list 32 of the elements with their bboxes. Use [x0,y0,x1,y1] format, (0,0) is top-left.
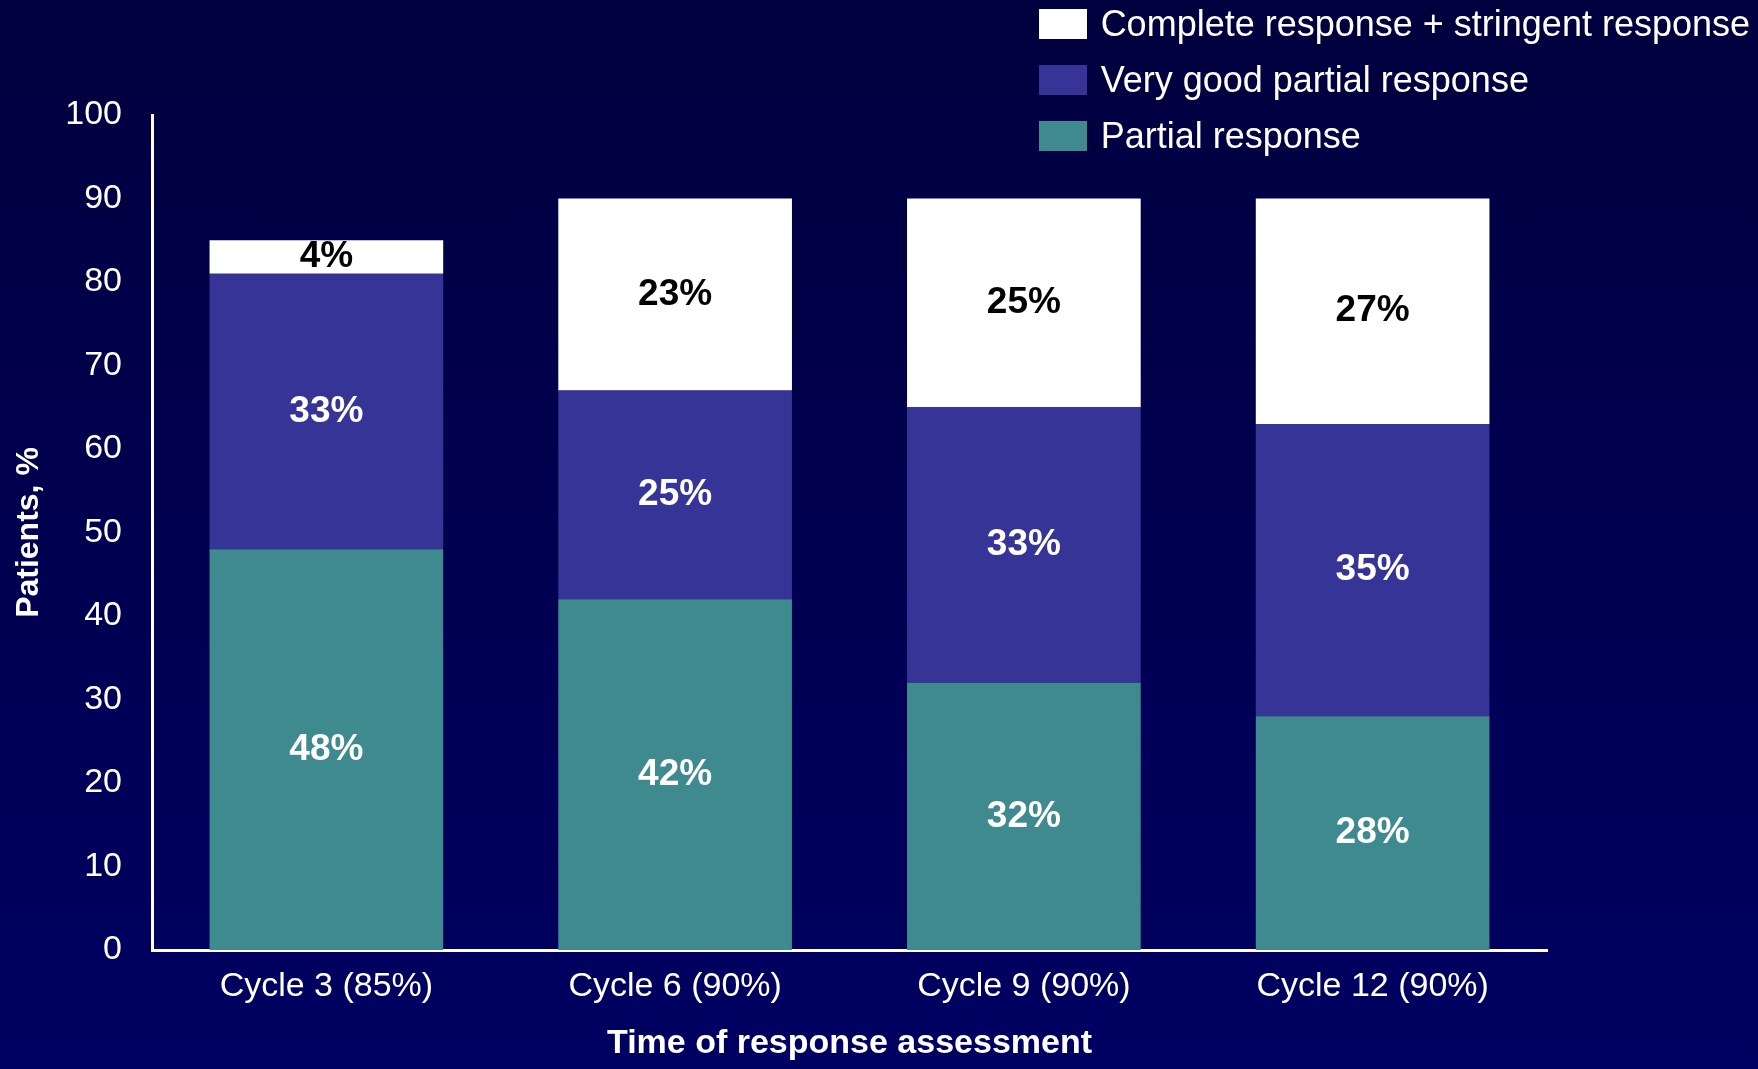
y-tick-label: 10 [84,844,122,883]
data-label: 32% [986,793,1061,835]
y-tick-label: 50 [84,510,122,549]
data-label: 28% [1335,810,1410,852]
y-tick-label: 90 [84,176,122,215]
data-label: 48% [289,726,364,768]
y-tick-label: 40 [84,594,122,633]
x-tick-label: Cycle 6 (90%) [568,964,782,1003]
data-label: 25% [638,472,713,514]
y-tick-label: 70 [84,343,122,382]
x-tick-label: Cycle 9 (90%) [917,964,1131,1003]
y-tick-label: 80 [84,260,122,299]
legend-label: Partial response [1100,115,1361,157]
data-label: 23% [638,271,713,313]
y-tick-label: 30 [84,677,122,716]
data-label: 42% [638,751,713,793]
x-axis-title: Time of response assessment [606,1021,1093,1060]
x-tick-label: Cycle 3 (85%) [219,964,434,1003]
data-label: 27% [1335,288,1410,330]
data-label: 35% [1335,547,1410,589]
x-tick-label: Cycle 12 (90%) [1256,964,1489,1003]
data-label: 33% [289,388,364,430]
legend-label: Very good partial response [1100,59,1529,101]
data-label: 33% [986,522,1061,564]
y-tick-label: 60 [84,427,122,466]
legend-label: Complete response + stringent response [1100,3,1750,45]
y-axis-title: Patients, % [9,447,46,618]
y-tick-label: 100 [65,93,122,132]
y-tick-label: 0 [103,928,122,967]
y-tick-label: 20 [84,761,122,800]
data-label: 4% [299,234,354,276]
data-label: 25% [986,280,1061,322]
